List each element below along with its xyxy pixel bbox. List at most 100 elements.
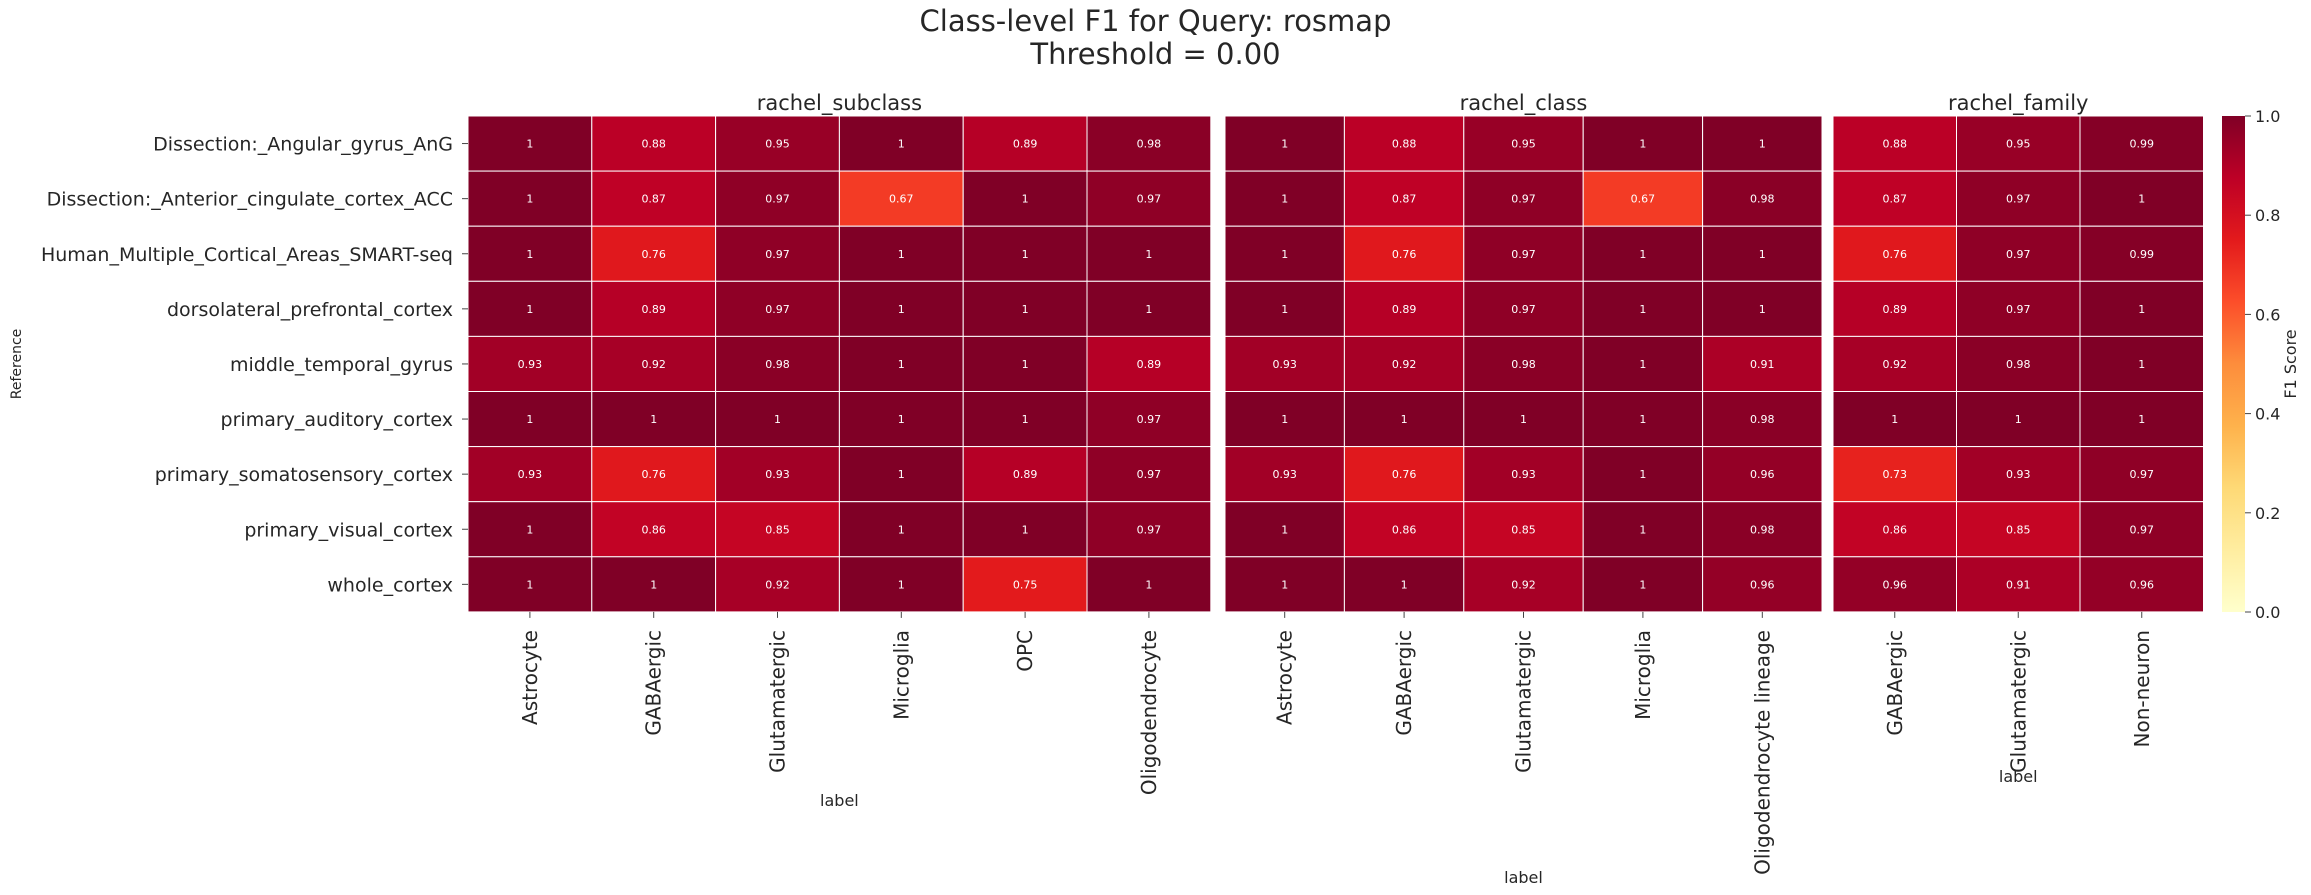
heatmap-cell: [1832, 501, 1957, 558]
cell-value-label: 0.97: [2006, 303, 2031, 316]
cell-value-label: 0.98: [765, 358, 790, 371]
heatmap-cell: [1224, 225, 1345, 282]
heatmap-cell: [1832, 335, 1957, 392]
cell-value-label: 0.85: [765, 523, 790, 536]
heatmap-cell: [1224, 280, 1345, 337]
x-tick-label: Glutamatergic: [2006, 630, 2030, 773]
chart-title: Class-level F1 for Query: rosmap: [919, 4, 1392, 38]
heatmap-panel-1: rachel_subclass 1 0.88 0.95 1 0.89 0.98 1 0.87 0.…: [9, 91, 1212, 810]
heatmap-cell: [962, 501, 1088, 558]
heatmap-cell: [1582, 446, 1704, 503]
chart-subtitle: Threshold = 0.00: [1030, 37, 1281, 71]
cell-value-label: 1: [1759, 303, 1766, 316]
x-tick-label: GABAergic: [1392, 630, 1416, 736]
cell-value-label: 1: [1022, 358, 1029, 371]
cell-value-label: 1: [526, 303, 533, 316]
y-tick-label: Human_Multiple_Cortical_Areas_SMART-seq: [41, 244, 453, 266]
cell-value-label: 0.97: [765, 193, 790, 206]
heatmap-cell: [1086, 170, 1212, 227]
x-tick-label: Oligodendrocyte: [1137, 630, 1161, 795]
cell-value-label: 0.92: [1511, 578, 1536, 591]
cell-value-label: 0.93: [1272, 468, 1297, 481]
heatmap-cell: [1702, 335, 1823, 392]
heatmap-cell: [1086, 335, 1212, 392]
panel-title: rachel_family: [1948, 91, 2088, 116]
cell-value-label: 0.75: [1013, 578, 1038, 591]
heatmap-cell: [591, 170, 717, 227]
x-tick-label: GABAergic: [1883, 630, 1907, 736]
cell-value-label: 1: [1639, 248, 1646, 261]
y-tick-label: Dissection:_Anterior_cingulate_cortex_AC…: [47, 189, 453, 211]
cell-value-label: 0.97: [765, 248, 790, 261]
cell-value-label: 0.91: [1750, 358, 1775, 371]
cell-value-label: 0.98: [1750, 523, 1775, 536]
heatmap-cell: [1463, 446, 1584, 503]
cell-value-label: 1: [898, 413, 905, 426]
cell-value-label: 0.73: [1883, 468, 1908, 481]
cell-value-label: 1: [650, 578, 657, 591]
heatmap-cell: [1702, 556, 1823, 613]
cell-value-label: 1: [526, 523, 533, 536]
cell-value-label: 1: [1281, 578, 1288, 591]
heatmap-cell: [1086, 115, 1212, 172]
heatmap-cell: [1956, 170, 2081, 227]
cell-value-label: 0.93: [518, 468, 543, 481]
cell-value-label: 0.99: [2130, 248, 2155, 261]
heatmap-cell: [838, 446, 964, 503]
cell-value-label: 0.89: [1392, 303, 1417, 316]
cell-value-label: 0.87: [1883, 193, 1908, 206]
cell-value-label: 1: [1281, 193, 1288, 206]
cell-value-label: 1: [1022, 413, 1029, 426]
cell-value-label: 0.96: [1750, 468, 1775, 481]
cell-value-label: 0.92: [641, 358, 666, 371]
heatmap-cell: [962, 446, 1088, 503]
colorbar: 0.0 0.2 0.4 0.6 0.8 1.0 F1 Score: [2222, 107, 2300, 622]
cell-value-label: 0.86: [641, 523, 666, 536]
colorbar-tick-label: 0.2: [2255, 504, 2280, 523]
cell-value-label: 1: [1145, 248, 1152, 261]
cell-value-label: 0.89: [1013, 468, 1038, 481]
cell-value-label: 0.98: [1511, 358, 1536, 371]
heatmap-cell: [962, 170, 1088, 227]
heatmap-cell: [838, 556, 964, 613]
cell-value-label: 0.89: [1013, 138, 1038, 151]
heatmap-cell: [962, 225, 1088, 282]
cell-value-label: 0.93: [2006, 468, 2031, 481]
cell-value-label: 1: [1759, 138, 1766, 151]
x-axis-label: label: [1999, 767, 2038, 786]
cell-value-label: 0.89: [1137, 358, 1162, 371]
cell-value-label: 1: [2015, 413, 2022, 426]
heatmap-cell: [467, 556, 593, 613]
cell-value-label: 0.97: [2006, 193, 2031, 206]
cell-value-label: 1: [898, 523, 905, 536]
cell-value-label: 0.85: [1511, 523, 1536, 536]
cell-value-label: 1: [1022, 193, 1029, 206]
heatmap-cell: [1956, 280, 2081, 337]
cell-value-label: 0.87: [641, 193, 666, 206]
cell-value-label: 0.97: [2130, 523, 2155, 536]
x-tick-label: Astrocyte: [518, 630, 542, 725]
heatmap-cell: [2079, 501, 2204, 558]
cell-value-label: 1: [898, 138, 905, 151]
cell-value-label: 0.89: [1883, 303, 1908, 316]
cell-value-label: 0.92: [765, 578, 790, 591]
y-tick-label: primary_visual_cortex: [244, 519, 453, 541]
cell-value-label: 1: [1022, 248, 1029, 261]
colorbar-tick-label: 1.0: [2255, 107, 2280, 126]
heatmap-cell: [1343, 391, 1465, 448]
cell-value-label: 1: [2138, 193, 2145, 206]
heatmap-cell: [1956, 501, 2081, 558]
heatmap-cell: [1956, 335, 2081, 392]
cell-value-label: 0.97: [2130, 468, 2155, 481]
heatmap-cell: [715, 280, 840, 337]
y-tick-label: dorsolateral_prefrontal_cortex: [167, 299, 453, 321]
cell-value-label: 1: [1891, 413, 1898, 426]
heatmap-cell: [838, 115, 964, 172]
x-tick-label: Oligodendrocyte lineage: [1750, 630, 1774, 875]
heatmap-cell: [1343, 225, 1465, 282]
heatmap-cell: [1463, 335, 1584, 392]
cell-value-label: 0.76: [1392, 248, 1417, 261]
cell-value-label: 0.95: [765, 138, 790, 151]
cell-value-label: 1: [1145, 578, 1152, 591]
cell-value-label: 1: [898, 468, 905, 481]
